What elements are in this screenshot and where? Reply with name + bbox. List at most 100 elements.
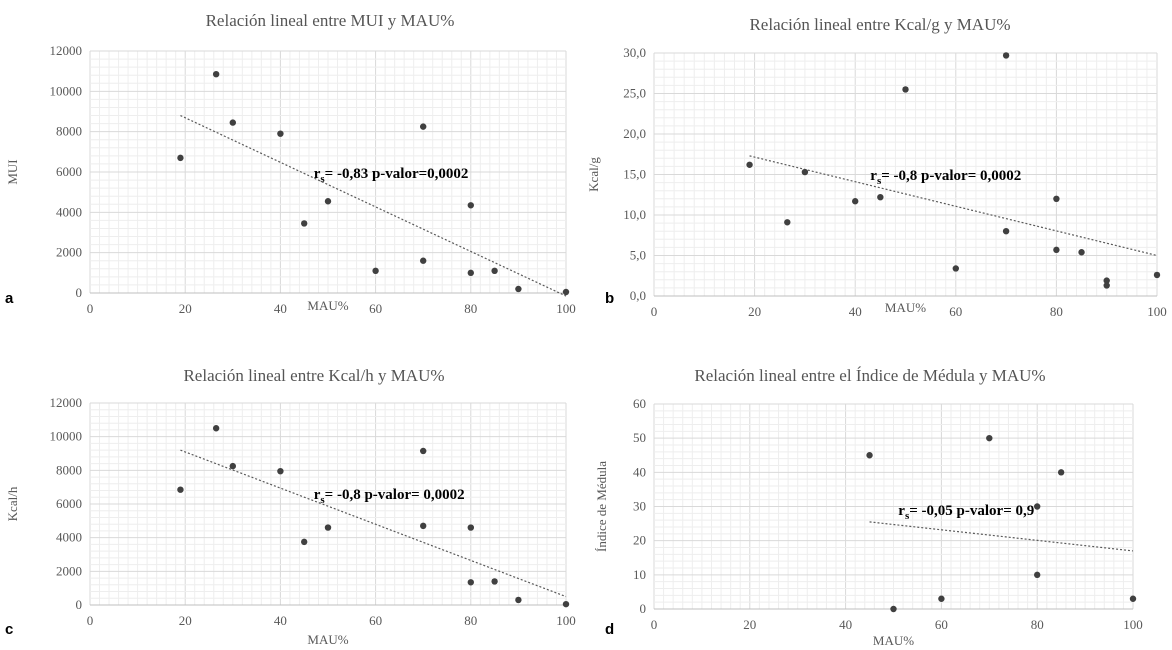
- data-point: [491, 578, 498, 585]
- y-tick-label: 5,0: [630, 248, 646, 263]
- y-tick-label: 40: [633, 464, 646, 479]
- chart-panel-c: Relación lineal entre Kcal/h y MAU% 0 2000…: [5, 366, 576, 647]
- data-point: [902, 86, 909, 93]
- data-point: [1103, 277, 1110, 284]
- x-axis-label: MAU%: [307, 632, 348, 647]
- data-point: [1129, 595, 1137, 602]
- chart-title: Relación lineal entre MUI y MAU%: [206, 11, 455, 30]
- x-axis-label: MAU%: [885, 300, 926, 315]
- x-tick-label: 100: [556, 301, 576, 316]
- y-tick-label: 4000: [56, 530, 82, 545]
- panel-label: a: [5, 290, 14, 307]
- trendline: [869, 521, 1134, 552]
- x-tick-label: 20: [748, 304, 761, 319]
- data-point: [491, 267, 498, 275]
- data-point: [420, 522, 427, 530]
- chart-title: Relación lineal entre el Índice de Médul…: [694, 366, 1045, 385]
- data-point: [277, 467, 284, 475]
- panel-label: c: [5, 621, 13, 638]
- x-tick-label: 100: [556, 613, 576, 628]
- data-point: [229, 119, 236, 126]
- x-tick-label: 40: [274, 613, 287, 628]
- x-tick-label: 100: [1147, 304, 1167, 319]
- data-point: [562, 600, 570, 608]
- x-tick-label: 60: [935, 617, 948, 632]
- x-tick-label: 80: [1031, 617, 1044, 632]
- panel-label: b: [605, 290, 614, 307]
- data-point: [1053, 246, 1060, 254]
- correlation-annotation: rs= -0,05 p-valor= 0,9: [898, 503, 1034, 522]
- y-tick-label: 0: [76, 285, 83, 300]
- y-tick-label: 4000: [56, 204, 82, 219]
- data-point: [324, 198, 332, 205]
- y-tick-label: 8000: [56, 124, 82, 139]
- data-point: [467, 579, 474, 586]
- y-tick-label: 0,0: [630, 288, 646, 303]
- data-point: [177, 154, 184, 162]
- data-point: [177, 486, 184, 493]
- y-tick-label: 20,0: [623, 126, 646, 141]
- x-tick-label: 40: [274, 301, 287, 316]
- y-tick-label: 30,0: [623, 45, 646, 60]
- data-point: [420, 257, 427, 264]
- data-point: [1103, 282, 1110, 289]
- chart-panel-d: Relación lineal entre el Índice de Médul…: [594, 366, 1143, 648]
- data-point: [420, 123, 427, 130]
- x-axis-label: MAU%: [873, 633, 914, 648]
- chart-title: Relación lineal entre Kcal/g y MAU%: [749, 15, 1010, 34]
- data-point: [1002, 52, 1010, 59]
- data-point: [515, 285, 522, 293]
- data-point: [1034, 571, 1041, 579]
- correlation-annotation: rs= -0,8 p-valor= 0,0002: [870, 168, 1021, 187]
- correlation-annotation: rs= -0,8 p-valor= 0,0002: [314, 487, 465, 506]
- y-tick-label: 12000: [50, 43, 83, 58]
- data-point: [372, 267, 379, 275]
- x-axis-label: MAU%: [307, 298, 348, 313]
- data-point: [229, 462, 236, 470]
- y-tick-label: 6000: [56, 164, 82, 179]
- x-tick-label: 80: [464, 613, 477, 628]
- data-point: [1034, 503, 1041, 510]
- x-tick-label: 80: [1050, 304, 1063, 319]
- x-tick-label: 0: [87, 613, 94, 628]
- trendline: [180, 449, 567, 598]
- y-tick-label: 2000: [56, 563, 82, 578]
- data-point: [562, 288, 570, 296]
- data-point: [1153, 271, 1161, 279]
- y-tick-label: 10: [633, 567, 646, 582]
- y-tick-label: 30: [633, 499, 646, 514]
- panel-label: d: [605, 621, 614, 638]
- data-point: [467, 524, 474, 531]
- data-point: [277, 130, 284, 137]
- x-tick-label: 0: [651, 617, 658, 632]
- y-tick-label: 2000: [56, 245, 82, 260]
- y-tick-label: 0: [76, 597, 83, 612]
- y-tick-label: 50: [633, 430, 646, 445]
- y-tick-label: 6000: [56, 496, 82, 511]
- x-tick-label: 60: [949, 304, 962, 319]
- data-point: [1078, 249, 1085, 256]
- data-point: [877, 193, 884, 201]
- data-point: [746, 161, 753, 168]
- data-point: [952, 265, 959, 272]
- y-tick-label: 10,0: [623, 207, 646, 222]
- data-point: [801, 168, 809, 176]
- data-point: [467, 269, 474, 277]
- chart-title: Relación lineal entre Kcal/h y MAU%: [183, 366, 444, 385]
- y-tick-label: 10000: [50, 429, 83, 444]
- data-point: [515, 596, 522, 604]
- trendline: [749, 155, 1158, 257]
- data-point: [938, 595, 945, 602]
- y-tick-label: 8000: [56, 462, 82, 477]
- y-tick-label: 15,0: [623, 167, 646, 182]
- x-tick-label: 20: [179, 613, 192, 628]
- x-tick-label: 20: [179, 301, 192, 316]
- data-point: [784, 219, 791, 226]
- data-point: [301, 220, 308, 227]
- y-tick-label: 12000: [50, 395, 83, 410]
- chart-panel-b: Relación lineal entre Kcal/g y MAU% 0,0 5,…: [586, 15, 1167, 319]
- x-tick-label: 40: [839, 617, 852, 632]
- y-tick-label: 0: [640, 601, 647, 616]
- y-tick-label: 25,0: [623, 86, 646, 101]
- x-tick-label: 60: [369, 613, 382, 628]
